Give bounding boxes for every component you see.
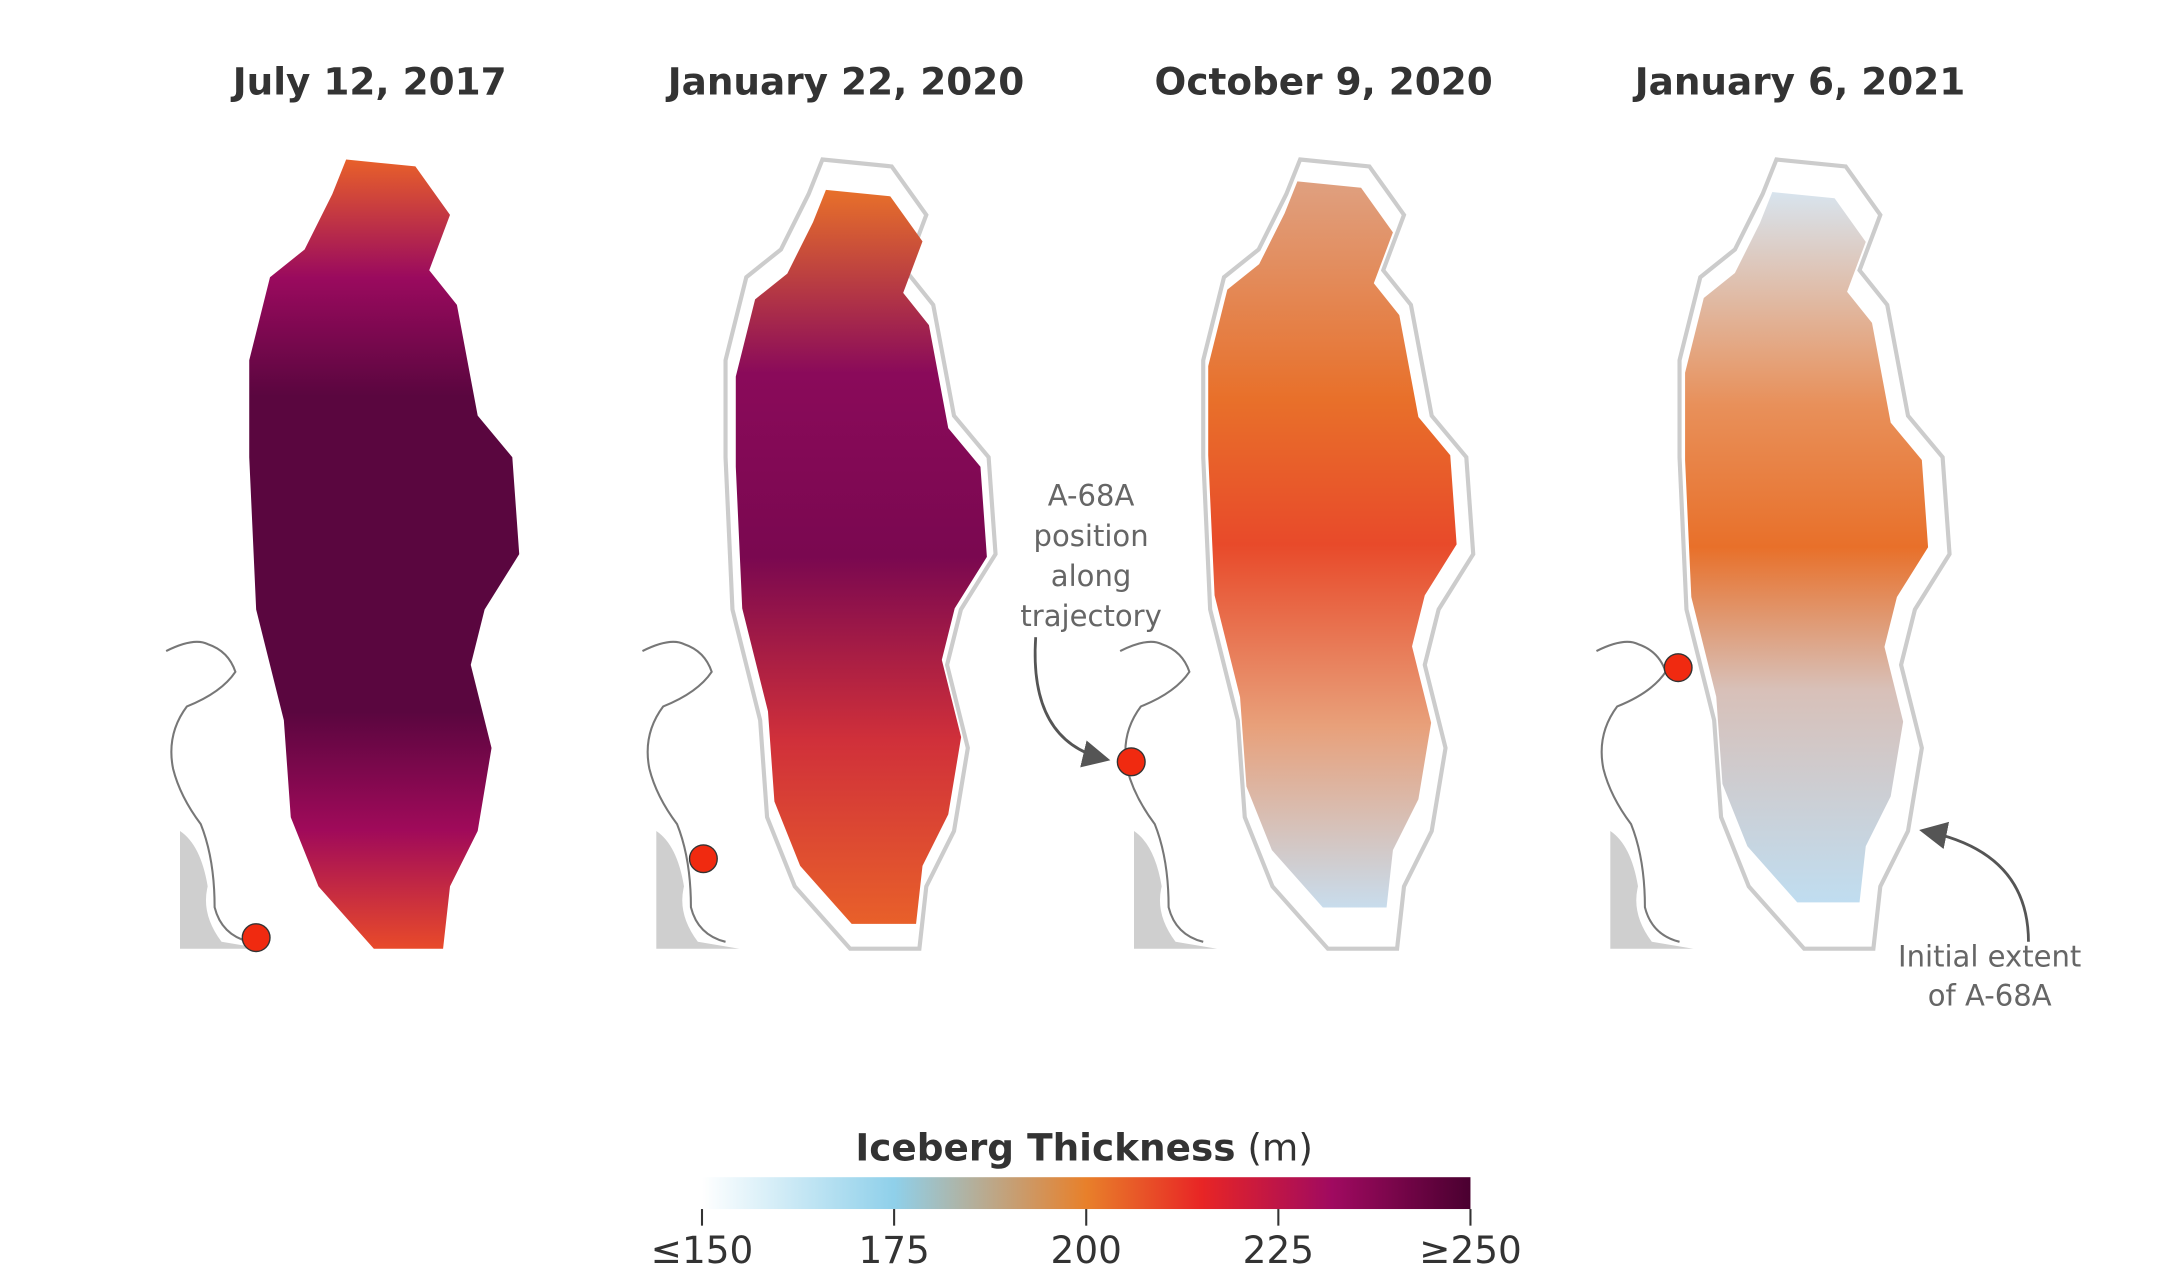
tick-label: ≤150 bbox=[651, 1228, 754, 1272]
annotation: along bbox=[1051, 559, 1132, 593]
panel-title: July 12, 2017 bbox=[230, 59, 507, 103]
position-dot bbox=[1663, 653, 1693, 683]
legend-unit: (m) bbox=[1247, 1126, 1313, 1170]
coast bbox=[641, 640, 741, 950]
panel-2 bbox=[641, 160, 995, 950]
annotation: position bbox=[1034, 519, 1149, 553]
legend-title: Iceberg Thickness (m) bbox=[855, 1126, 1313, 1170]
position-dot bbox=[241, 923, 271, 953]
iceberg bbox=[249, 159, 520, 949]
annotation: trajectory bbox=[1020, 599, 1161, 633]
panel-1 bbox=[165, 159, 520, 953]
coast bbox=[1119, 640, 1219, 950]
annotation: of A-68A bbox=[1928, 979, 2052, 1013]
coast bbox=[1595, 640, 1695, 950]
annotation: A-68A bbox=[1048, 479, 1135, 513]
position-dot bbox=[1116, 747, 1146, 777]
annotation: Initial extent bbox=[1898, 940, 2081, 974]
panel-title: January 6, 2021 bbox=[1632, 59, 1966, 103]
tick-label: ≥250 bbox=[1419, 1228, 1522, 1272]
coast bbox=[165, 640, 265, 950]
panel-3 bbox=[1116, 160, 1473, 950]
arrow bbox=[1919, 821, 2030, 942]
panel-title: January 22, 2020 bbox=[665, 59, 1025, 103]
legend-title-text: Iceberg Thickness bbox=[855, 1126, 1235, 1170]
arrow bbox=[1033, 637, 1111, 768]
panel-title: October 9, 2020 bbox=[1155, 59, 1493, 103]
tick-label: 175 bbox=[858, 1228, 929, 1272]
position-dot bbox=[688, 844, 718, 874]
panel-4 bbox=[1595, 160, 1949, 950]
tick-label: 225 bbox=[1243, 1228, 1314, 1272]
colorbar bbox=[702, 1177, 1471, 1210]
tick-label: 200 bbox=[1051, 1228, 1122, 1272]
